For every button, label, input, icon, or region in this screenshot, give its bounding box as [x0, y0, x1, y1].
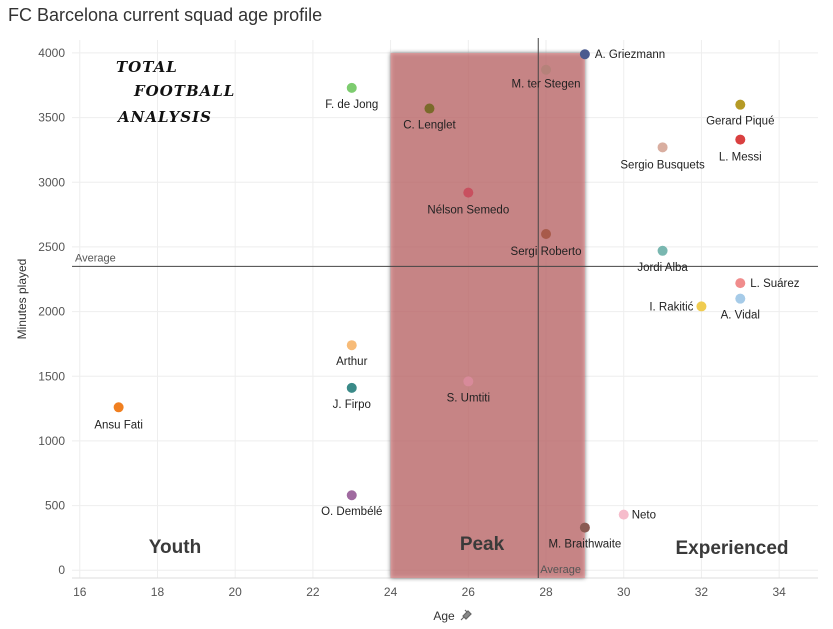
data-point[interactable] [696, 301, 707, 312]
data-point[interactable] [113, 402, 124, 413]
data-points: A. Griezmann M. ter Stegen F. de Jong C. Le… [94, 49, 800, 551]
data-point[interactable] [735, 99, 746, 110]
y-tick-label: 1000 [38, 434, 65, 448]
logo-text-3: ANALYSIS [118, 108, 212, 126]
data-point[interactable] [657, 142, 668, 153]
logo-text-2: FOOTBALL [134, 82, 236, 100]
y-tick-label: 4000 [38, 46, 65, 60]
data-point-label: M. ter Stegen [511, 79, 580, 91]
zone-label-peak: Peak [460, 534, 505, 555]
y-tick-label: 2500 [38, 240, 65, 254]
axis-ticks: 16 18 20 22 24 26 28 30 32 34 0 500 1000 1500 2000 2500… [38, 46, 786, 599]
peak-age-band [390, 53, 585, 578]
data-point-label: M. Braithwaite [548, 539, 621, 551]
data-point-label: L. Suárez [750, 278, 799, 290]
data-point[interactable] [618, 509, 629, 520]
data-point-label: A. Vidal [721, 310, 760, 322]
x-tick-label: 26 [462, 585, 476, 599]
pin-icon[interactable] [460, 609, 472, 621]
zone-label-youth: Youth [149, 537, 201, 558]
data-point-label: L. Messi [719, 152, 762, 164]
data-point[interactable] [579, 49, 590, 60]
y-tick-label: 0 [58, 563, 65, 577]
total-football-analysis-logo: TOTAL FOOTBALL ANALYSIS [112, 56, 234, 136]
data-point-label: Neto [632, 510, 656, 522]
data-point-label: F. de Jong [325, 99, 378, 111]
data-point-label: S. Umtiti [447, 392, 490, 404]
x-tick-label: 18 [151, 585, 165, 599]
x-tick-label: 28 [539, 585, 553, 599]
chart-title: FC Barcelona current squad age profile [8, 5, 323, 25]
y-tick-label: 3000 [38, 175, 65, 189]
data-point[interactable] [579, 522, 590, 533]
data-point[interactable] [463, 376, 474, 387]
data-point[interactable] [346, 340, 357, 351]
data-point[interactable] [424, 103, 435, 114]
data-point[interactable] [346, 490, 357, 501]
logo-text-1: TOTAL [116, 58, 178, 76]
data-point[interactable] [346, 382, 357, 393]
data-point-label: Ansu Fati [94, 419, 143, 431]
x-tick-label: 20 [229, 585, 243, 599]
data-point-label: Sergio Busquets [620, 159, 705, 171]
average-age-label: Average [540, 564, 581, 576]
data-point-label: Jordi Alba [637, 262, 688, 274]
y-axis-title: Minutes played [15, 259, 29, 340]
data-point-label: Nélson Semedo [427, 205, 509, 217]
x-tick-label: 22 [306, 585, 320, 599]
data-point[interactable] [657, 245, 668, 256]
data-point[interactable] [541, 64, 552, 75]
data-point-label: Sergi Roberto [511, 246, 582, 258]
y-tick-label: 500 [45, 499, 65, 513]
data-point-label: I. Rakitić [649, 301, 693, 313]
data-point-label: O. Dembélé [321, 506, 382, 518]
y-tick-label: 2000 [38, 305, 65, 319]
data-point[interactable] [463, 187, 474, 198]
zone-label-experienced: Experienced [676, 538, 789, 559]
average-minutes-label: Average [75, 252, 116, 264]
y-tick-label: 1500 [38, 369, 65, 383]
x-tick-label: 16 [73, 585, 87, 599]
x-axis-title: Age [433, 609, 455, 623]
data-point[interactable] [346, 82, 357, 93]
data-point-label: J. Firpo [333, 399, 371, 411]
data-point[interactable] [541, 228, 552, 239]
x-tick-label: 24 [384, 585, 398, 599]
y-tick-label: 3500 [38, 111, 65, 125]
data-point-label: Arthur [336, 356, 367, 368]
x-tick-label: 32 [695, 585, 709, 599]
data-point-label: Gerard Piqué [706, 116, 774, 128]
data-point[interactable] [735, 278, 746, 289]
data-point-label: C. Lenglet [403, 120, 456, 132]
x-tick-label: 34 [772, 585, 786, 599]
data-point-label: A. Griezmann [595, 49, 665, 61]
data-point[interactable] [735, 293, 746, 304]
data-point[interactable] [735, 134, 746, 145]
x-tick-label: 30 [617, 585, 631, 599]
